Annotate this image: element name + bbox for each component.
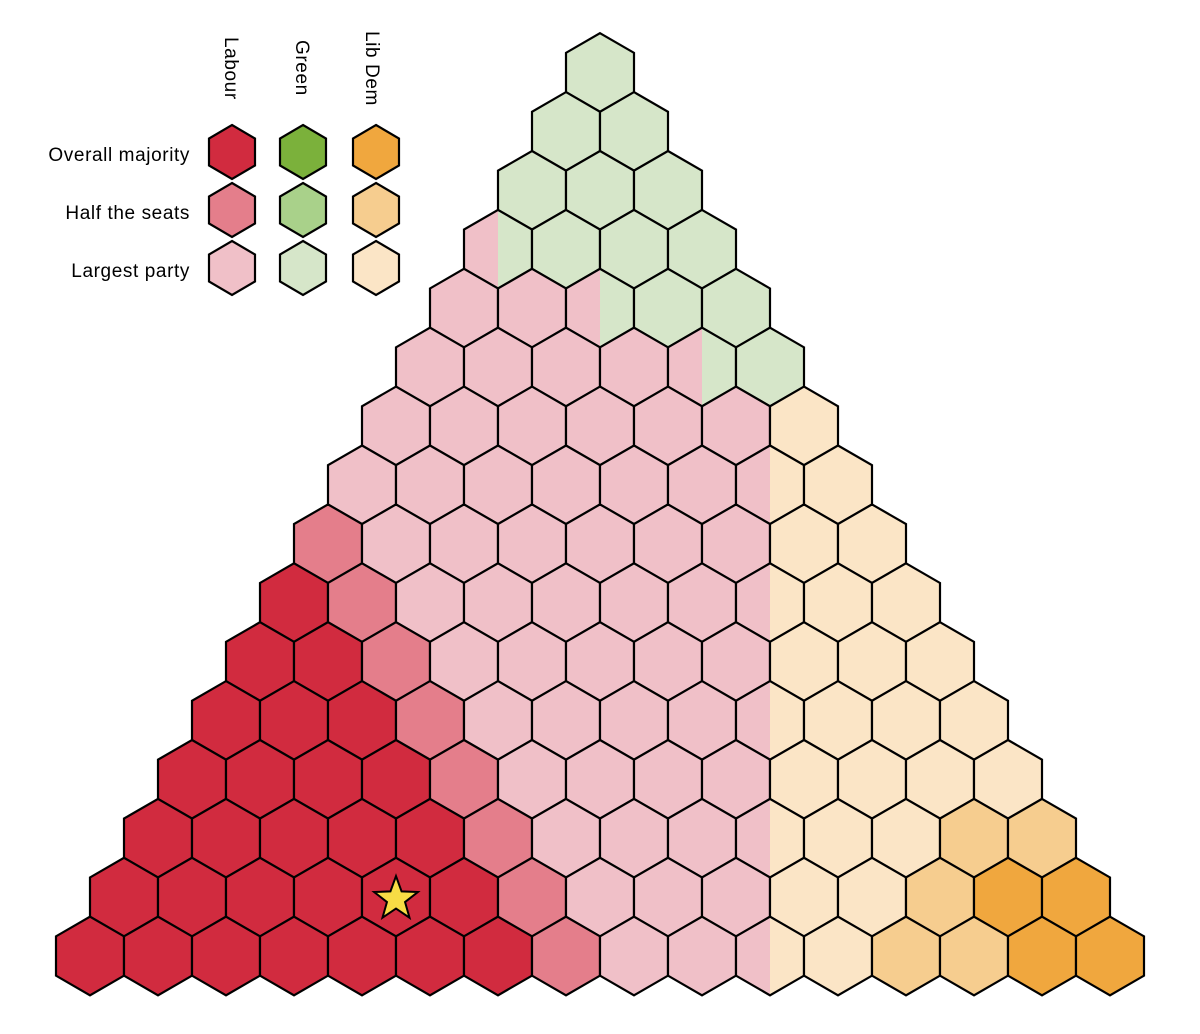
legend-swatch-libdem-majority — [351, 123, 401, 181]
legend-row-label-largest: Largest party — [71, 261, 190, 282]
legend-col-label-labour: Labour — [220, 37, 241, 100]
legend-swatch-green-half — [278, 181, 328, 239]
legend-swatch-libdem-largest — [351, 239, 401, 297]
legend-swatch-libdem-half — [351, 181, 401, 239]
legend: Labour Green Lib Dem Overall majority Ha… — [48, 31, 401, 297]
legend-swatch-green-largest — [278, 239, 328, 297]
legend-swatch-green-majority — [278, 123, 328, 181]
star-icon — [371, 873, 421, 921]
hex-grid — [54, 31, 1146, 997]
star-marker-layer — [371, 873, 421, 921]
legend-col-label-libdem: Lib Dem — [361, 31, 382, 106]
legend-swatch-labour-majority — [207, 123, 257, 181]
legend-row-label-half: Half the seats — [65, 203, 190, 224]
legend-col-label-green: Green — [291, 40, 312, 96]
legend-swatches — [207, 123, 401, 297]
legend-swatch-labour-largest — [207, 239, 257, 297]
hex-cell-libdem-majority — [1074, 915, 1146, 997]
legend-swatch-labour-half — [207, 181, 257, 239]
legend-row-label-majority: Overall majority — [48, 145, 190, 166]
